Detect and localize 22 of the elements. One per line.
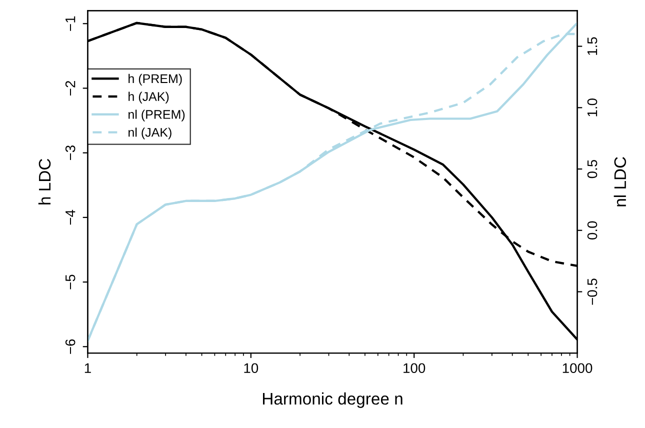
y2-tick-label: 1.0 [587,98,598,116]
y-tick-label: −1 [66,16,76,31]
y2-tick-label: 1.5 [588,37,598,55]
legend-label: h (PREM) [128,74,182,86]
x-tick-label: 1000 [562,363,592,374]
y2-axis-title: nl LDC [614,157,626,206]
y2-tick-label: 0.0 [587,221,598,240]
y-tick-label: −5 [66,274,76,290]
y-axis-title: h LDC [38,158,51,204]
y-tick-label: −3 [65,146,76,160]
x-axis-title: Harmonic degree n [263,392,402,408]
y2-tick-label: 0.5 [587,160,598,178]
x-tick-label: 100 [404,363,426,374]
legend-label: nl (PREM) [128,110,185,122]
y-tick-label: −6 [65,339,76,354]
y-tick-label: −4 [66,210,76,225]
y2-tick-label: −0.5 [587,278,598,305]
x-tick-label: 10 [244,363,258,374]
legend-label: h (JAK) [128,92,169,104]
x-tick-label: 1 [84,363,91,373]
legend-label: nl (JAK) [128,128,172,140]
y-tick-label: −2 [65,81,76,96]
